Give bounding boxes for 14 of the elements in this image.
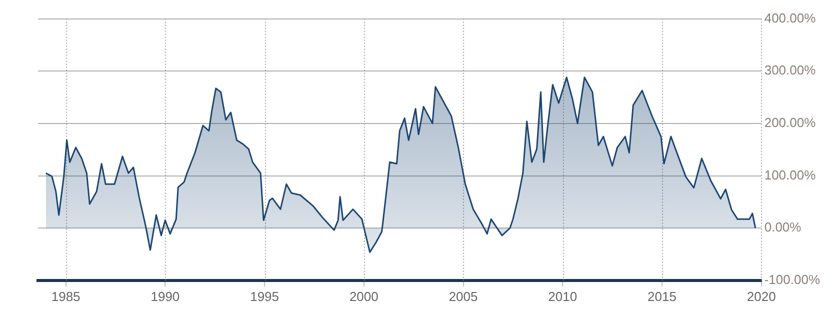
x-tick-label: 1995 <box>250 288 280 304</box>
x-tick-label: 1990 <box>150 288 180 304</box>
y-tick-label: 0.00% <box>764 220 802 235</box>
x-tick-label: 2015 <box>648 288 676 304</box>
y-tick-label: 400.00% <box>764 10 816 26</box>
x-tick-label: 2010 <box>548 288 578 304</box>
y-tick-label: -100.00% <box>764 272 820 287</box>
x-tick-label: 2020 <box>746 288 776 304</box>
x-tick-label: 2005 <box>448 288 478 304</box>
x-tick-label: 2000 <box>349 288 378 304</box>
x-tick-label: 1985 <box>51 288 80 304</box>
y-tick-label: 300.00% <box>764 62 816 78</box>
y-tick-label: 100.00% <box>764 167 816 182</box>
y-tick-label: 200.00% <box>764 115 816 130</box>
